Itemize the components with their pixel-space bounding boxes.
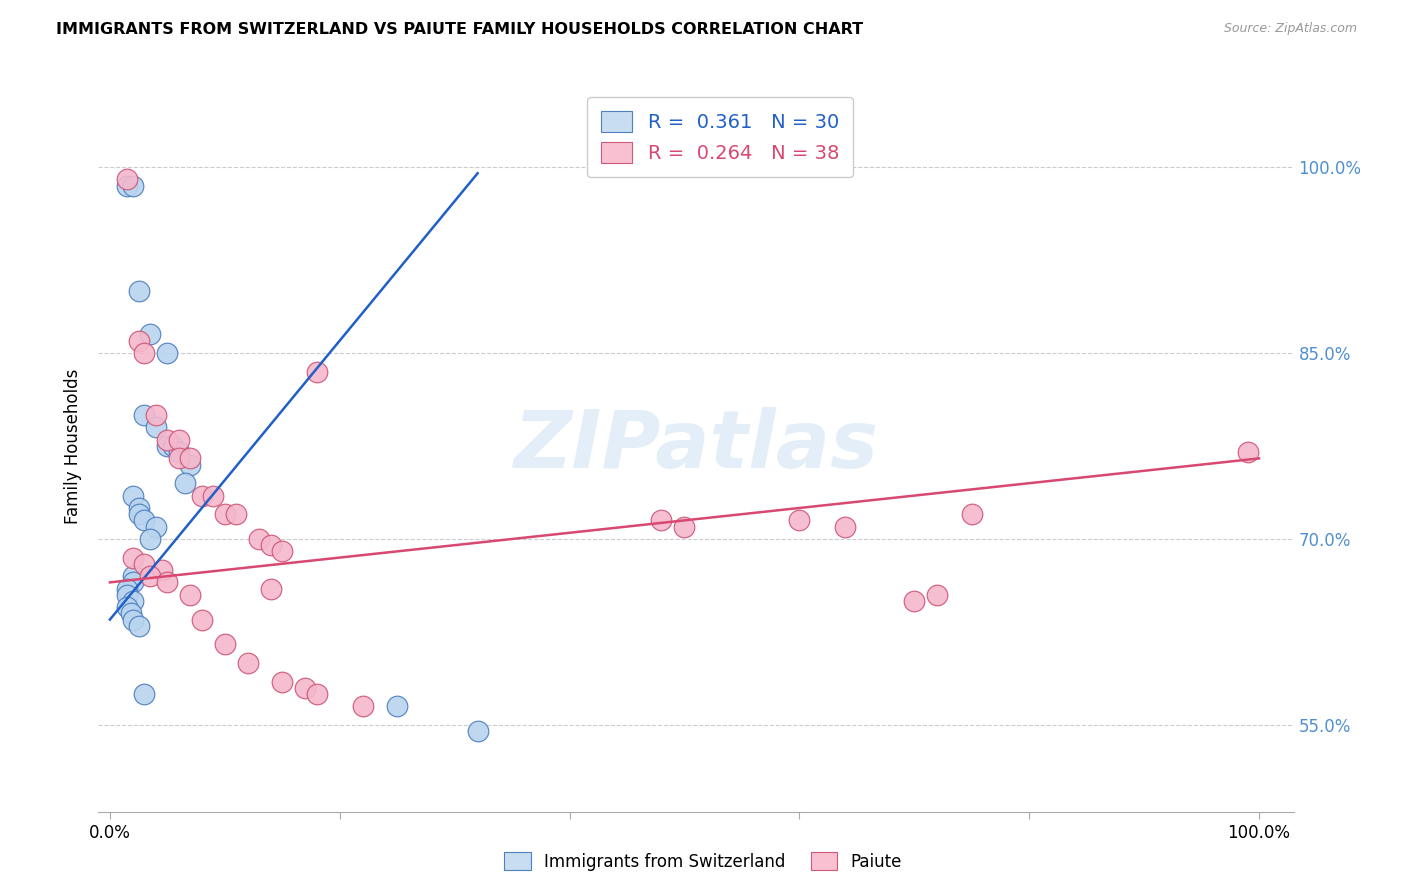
Point xyxy=(271,544,294,558)
Point xyxy=(179,451,201,466)
Point xyxy=(122,550,145,565)
Point xyxy=(134,346,156,360)
Point xyxy=(467,724,489,739)
Point xyxy=(179,458,201,472)
Point xyxy=(305,687,328,701)
Point xyxy=(167,445,190,459)
Point xyxy=(139,569,162,583)
Point xyxy=(173,476,195,491)
Point xyxy=(1236,445,1258,459)
Point xyxy=(191,489,214,503)
Point xyxy=(122,489,145,503)
Point xyxy=(145,408,167,422)
Point xyxy=(128,507,150,521)
Point xyxy=(225,507,247,521)
Point xyxy=(134,557,156,571)
Point xyxy=(134,408,156,422)
Point xyxy=(650,513,672,527)
Point xyxy=(260,538,283,552)
Point xyxy=(122,569,145,583)
Point xyxy=(834,519,856,533)
Point xyxy=(128,500,150,515)
Point xyxy=(179,588,201,602)
Text: Source: ZipAtlas.com: Source: ZipAtlas.com xyxy=(1223,22,1357,36)
Point xyxy=(156,575,179,590)
Point xyxy=(191,613,214,627)
Point xyxy=(305,365,328,379)
Point xyxy=(294,681,316,695)
Point xyxy=(156,346,179,360)
Point xyxy=(122,575,145,590)
Point xyxy=(134,687,156,701)
Point xyxy=(145,420,167,434)
Point xyxy=(156,433,179,447)
Point xyxy=(150,563,173,577)
Legend: Immigrants from Switzerland, Paiute: Immigrants from Switzerland, Paiute xyxy=(496,844,910,880)
Point xyxy=(115,600,138,615)
Point xyxy=(115,172,138,186)
Point xyxy=(115,178,138,193)
Point xyxy=(167,433,190,447)
Point xyxy=(115,588,138,602)
Point xyxy=(236,656,259,670)
Point xyxy=(385,699,409,714)
Point xyxy=(134,513,156,527)
Point xyxy=(128,284,150,298)
Point xyxy=(145,519,167,533)
Point xyxy=(128,334,150,348)
Point xyxy=(162,439,184,453)
Point xyxy=(156,439,179,453)
Point xyxy=(960,507,983,521)
Point xyxy=(122,613,145,627)
Point xyxy=(271,674,294,689)
Point xyxy=(927,588,949,602)
Point xyxy=(122,594,145,608)
Point xyxy=(247,532,270,546)
Point xyxy=(673,519,696,533)
Point xyxy=(202,489,225,503)
Point xyxy=(115,582,138,596)
Point xyxy=(352,699,374,714)
Legend: R =  0.361   N = 30, R =  0.264   N = 38: R = 0.361 N = 30, R = 0.264 N = 38 xyxy=(588,97,852,177)
Point xyxy=(139,532,162,546)
Point xyxy=(128,619,150,633)
Point xyxy=(167,451,190,466)
Point xyxy=(903,594,925,608)
Text: IMMIGRANTS FROM SWITZERLAND VS PAIUTE FAMILY HOUSEHOLDS CORRELATION CHART: IMMIGRANTS FROM SWITZERLAND VS PAIUTE FA… xyxy=(56,22,863,37)
Text: ZIPatlas: ZIPatlas xyxy=(513,407,879,485)
Point xyxy=(789,513,811,527)
Point xyxy=(120,607,142,621)
Y-axis label: Family Households: Family Households xyxy=(63,368,82,524)
Point xyxy=(139,327,162,342)
Point xyxy=(214,507,236,521)
Point xyxy=(260,582,283,596)
Point xyxy=(214,637,236,651)
Point xyxy=(122,178,145,193)
